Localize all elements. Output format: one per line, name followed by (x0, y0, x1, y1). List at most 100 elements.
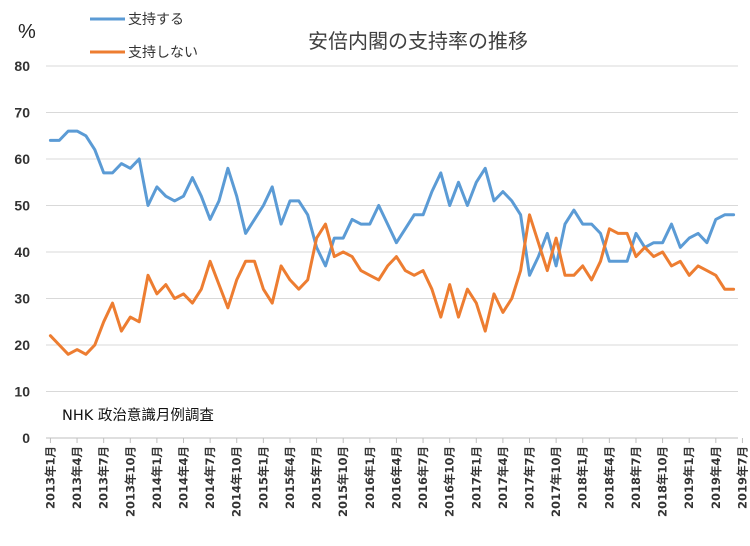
y-axis-ticks: 0 10 20 30 40 50 60 70 80 (14, 58, 30, 446)
data-point (386, 264, 389, 267)
data-point (288, 199, 291, 202)
y-unit-label: % (18, 21, 36, 43)
data-point (306, 278, 309, 281)
data-point (430, 288, 433, 291)
data-point (164, 195, 167, 198)
data-point (501, 190, 504, 193)
data-point (200, 195, 203, 198)
data-point (519, 213, 522, 216)
x-tick-label: 2015年10月 (336, 446, 350, 517)
data-point (342, 251, 345, 254)
series-lines (48, 129, 736, 356)
data-point (528, 274, 531, 277)
data-point (546, 269, 549, 272)
chart-title: 安倍内閣の支持率の推移 (308, 29, 528, 53)
data-point (244, 260, 247, 263)
data-point (359, 223, 362, 226)
x-axis-ticks: 2013年1月 2013年4月 2013年7月 2013年10月 2014年1月 2014… (43, 438, 749, 517)
data-point (590, 223, 593, 226)
data-point (661, 241, 664, 244)
data-point (413, 213, 416, 216)
data-point (697, 264, 700, 267)
data-point (386, 223, 389, 226)
data-point (484, 167, 487, 170)
data-point (129, 316, 132, 319)
data-point (49, 139, 52, 142)
x-tick-label: 2018年7月 (629, 446, 643, 509)
data-point (120, 330, 123, 333)
data-point (76, 348, 79, 351)
data-point (510, 297, 513, 300)
data-point (608, 227, 611, 230)
data-point (670, 223, 673, 226)
x-tick-label: 2016年7月 (416, 446, 430, 509)
data-point (688, 237, 691, 240)
x-tick-label: 2019年4月 (709, 446, 723, 509)
x-tick-label: 2018年10月 (656, 446, 670, 517)
data-point (688, 274, 691, 277)
data-point (359, 269, 362, 272)
data-point (705, 269, 708, 272)
data-point (590, 278, 593, 281)
y-tick-label: 20 (14, 337, 30, 353)
y-tick-label: 30 (14, 291, 30, 307)
data-point (634, 232, 637, 235)
data-point (528, 213, 531, 216)
gridlines (46, 65, 738, 439)
x-tick-label: 2018年1月 (576, 446, 590, 509)
x-tick-label: 2013年1月 (43, 446, 57, 509)
data-point (564, 223, 567, 226)
x-tick-label: 2015年4月 (283, 446, 297, 509)
data-point (395, 241, 398, 244)
data-point (191, 176, 194, 179)
data-point (84, 353, 87, 356)
data-point (377, 204, 380, 207)
data-point (262, 204, 265, 207)
y-tick-label: 70 (14, 105, 30, 121)
data-point (209, 260, 212, 263)
x-tick-label: 2013年4月 (70, 446, 84, 509)
data-point (422, 269, 425, 272)
data-point (555, 237, 558, 240)
data-point (138, 158, 141, 161)
data-point (182, 195, 185, 198)
data-point (226, 167, 229, 170)
data-point (155, 185, 158, 188)
data-point (546, 232, 549, 235)
data-point (58, 139, 61, 142)
series-points (49, 130, 735, 277)
y-tick-label: 60 (14, 151, 30, 167)
data-point (519, 269, 522, 272)
data-point (679, 246, 682, 249)
data-point (226, 306, 229, 309)
data-point (732, 288, 735, 291)
data-point (564, 274, 567, 277)
x-tick-label: 2018年4月 (602, 446, 616, 509)
data-point (102, 171, 105, 174)
data-point (466, 204, 469, 207)
data-point (643, 246, 646, 249)
data-point (413, 274, 416, 277)
x-tick-label: 2015年1月 (256, 446, 270, 509)
data-point (581, 264, 584, 267)
data-point (652, 241, 655, 244)
series-line-support (48, 129, 736, 277)
data-point (351, 218, 354, 221)
data-point (297, 199, 300, 202)
data-point (537, 241, 540, 244)
data-point (395, 255, 398, 258)
data-point (93, 344, 96, 347)
data-point (58, 344, 61, 347)
x-tick-label: 2015年7月 (310, 446, 324, 509)
data-point (572, 274, 575, 277)
data-point (368, 223, 371, 226)
data-point (280, 264, 283, 267)
data-point (324, 223, 327, 226)
x-tick-label: 2014年4月 (177, 446, 191, 509)
data-point (626, 232, 629, 235)
data-point (484, 330, 487, 333)
data-point (714, 274, 717, 277)
data-point (182, 292, 185, 295)
data-point (705, 241, 708, 244)
data-point (634, 255, 637, 258)
